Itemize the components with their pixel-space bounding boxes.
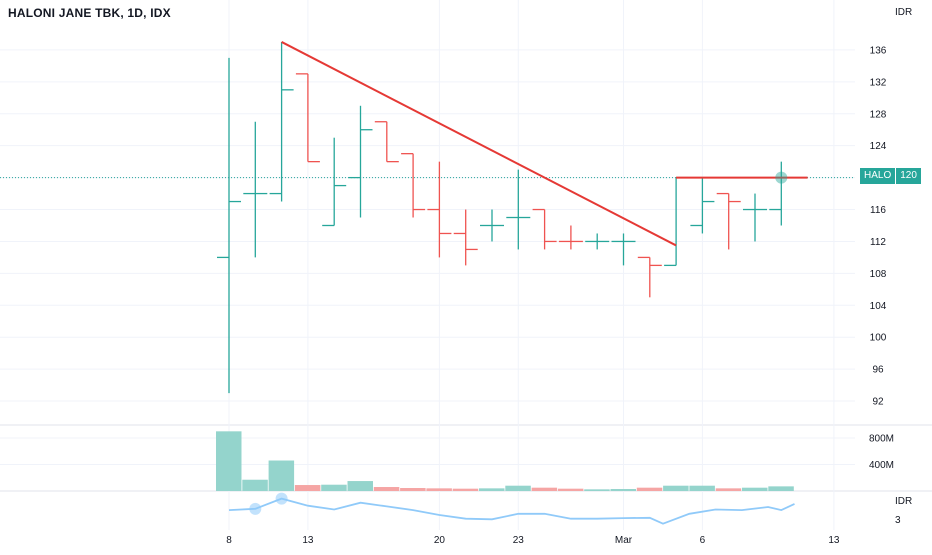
ohlc-bar [532, 208, 557, 250]
currency-label: IDR [895, 7, 913, 18]
ohlc-bar [427, 161, 452, 258]
y-tick-label: 124 [870, 141, 887, 152]
volume-bar [216, 431, 242, 491]
volume-bar [373, 487, 400, 491]
price-axis: 8132023Mar613929610010410811211612012412… [226, 45, 894, 546]
volume-bar [242, 479, 268, 491]
y-tick-label: 136 [870, 45, 887, 56]
ohlc-bar [480, 209, 504, 242]
ohlc-bar [348, 105, 373, 218]
x-tick-label: 13 [302, 535, 314, 546]
y-tick-label: 128 [870, 109, 887, 120]
y-tick-label: 96 [872, 365, 884, 376]
volume-bar [321, 484, 347, 491]
volume-bar [636, 487, 663, 491]
indicator-marker-dot [275, 492, 288, 505]
y-tick-label: 92 [872, 397, 884, 408]
x-tick-label: 20 [434, 535, 446, 546]
ohlc-bar [690, 177, 715, 234]
x-tick-label: 8 [226, 535, 232, 546]
ohlc-bar [322, 137, 347, 227]
ohlc-bar [664, 176, 689, 267]
volume-bar [768, 486, 794, 491]
volume-bar [557, 488, 584, 491]
volume-bar [347, 481, 373, 491]
ohlc-bar [506, 169, 531, 250]
volume-bars [216, 431, 794, 491]
ohlc-bar [243, 121, 268, 258]
volume-bar [479, 488, 505, 491]
price-badge-separator [895, 168, 897, 184]
grid [0, 0, 932, 530]
ohlc-bar [611, 233, 636, 266]
ohlc-bars [217, 41, 794, 394]
volume-bar [400, 488, 426, 491]
y-tick-label: 108 [870, 269, 887, 280]
indicator-last-value: 3 [895, 515, 901, 526]
indicator-marker-dot [249, 502, 262, 515]
marker-dot [775, 171, 788, 184]
y-tick-label: 132 [870, 77, 887, 88]
last-price-badge[interactable]: HALO 120 [860, 168, 921, 184]
x-tick-label: 13 [828, 535, 840, 546]
volume-tick-label: 400M [869, 460, 894, 471]
price-badge-symbol: HALO [860, 168, 896, 184]
volume-bar [610, 489, 636, 491]
volume-bar [584, 489, 610, 491]
ohlc-bar [585, 233, 610, 250]
ohlc-bar [295, 73, 320, 163]
volume-bar [452, 488, 479, 491]
indicator-unit-label: IDR [895, 496, 913, 507]
volume-bar [268, 460, 295, 491]
trendline [281, 41, 677, 247]
trendlines [281, 41, 808, 247]
volume-bar [663, 485, 689, 491]
volume-bar [689, 485, 715, 491]
x-tick-label: Mar [615, 535, 633, 546]
volume-bar [531, 487, 558, 491]
volume-bar [715, 488, 742, 491]
ohlc-bar [401, 153, 426, 218]
ohlc-bar [217, 57, 241, 394]
ohlc-bar [637, 256, 662, 298]
volume-bar [426, 488, 452, 491]
volume-bar [505, 485, 531, 491]
indicator-series-line [228, 497, 795, 525]
ohlc-bar [743, 193, 767, 242]
ohlc-bar [374, 121, 399, 163]
x-tick-label: 6 [700, 535, 706, 546]
ohlc-bar [558, 225, 583, 250]
y-tick-label: 100 [870, 333, 887, 344]
y-tick-label: 104 [870, 301, 887, 312]
indicator-line [228, 492, 795, 525]
volume-bar [294, 485, 321, 491]
y-tick-label: 116 [870, 205, 886, 216]
volume-bar [742, 487, 768, 491]
x-tick-label: 23 [513, 535, 525, 546]
y-tick-label: 112 [870, 237, 886, 248]
ohlc-bar [716, 192, 741, 250]
ohlc-bar [269, 41, 294, 202]
chart-title: HALONI JANE TBK, 1D, IDX [8, 6, 171, 20]
ohlc-bar [769, 161, 794, 226]
volume-tick-label: 800M [869, 433, 894, 444]
price-badge-value: 120 [896, 168, 921, 184]
ohlc-bar [453, 209, 478, 266]
